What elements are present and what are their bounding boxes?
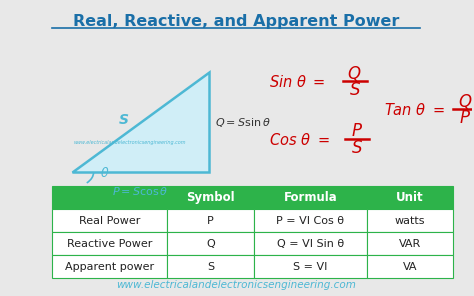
Text: $Q$: $Q$ [347,64,362,83]
Bar [167,232,254,255]
Text: $Tan\ \theta\ =$: $Tan\ \theta\ =$ [383,102,445,118]
Text: $Cos\ \theta\ =$: $Cos\ \theta\ =$ [269,132,330,148]
Bar [52,232,167,255]
Bar [167,186,254,209]
Text: P: P [207,215,214,226]
Bar [52,209,167,232]
Text: Symbol: Symbol [186,191,235,204]
Bar [254,186,366,209]
Text: VAR: VAR [399,239,421,249]
Text: Q: Q [206,239,215,249]
Bar [366,255,453,278]
Text: $P$: $P$ [459,109,471,127]
Polygon shape [72,72,209,172]
Bar [52,255,167,278]
Bar [167,255,254,278]
Bar [254,209,366,232]
Bar [366,232,453,255]
Text: S = VI: S = VI [293,261,328,271]
Text: Unit: Unit [396,191,424,204]
Bar [254,255,366,278]
Text: $P = S\cos\theta$: $P = S\cos\theta$ [112,185,169,197]
Bar [52,186,167,209]
Text: $\theta$: $\theta$ [100,166,109,180]
Text: $Sin\ \theta\ =$: $Sin\ \theta\ =$ [269,74,326,90]
Text: Apparent power: Apparent power [65,261,154,271]
Text: Reactive Power: Reactive Power [67,239,152,249]
Text: $S$: $S$ [349,81,361,99]
Text: watts: watts [395,215,425,226]
Text: www.electricalandelectronicsengineering.com: www.electricalandelectronicsengineering.… [116,280,356,290]
Text: S: S [118,113,128,127]
Bar [366,209,453,232]
Bar [167,209,254,232]
Text: VA: VA [403,261,417,271]
Text: Real Power: Real Power [79,215,140,226]
Text: Real, Reactive, and Apparent Power: Real, Reactive, and Apparent Power [73,14,399,29]
Text: $Q = S\sin\theta$: $Q = S\sin\theta$ [215,115,271,128]
Text: Q = VI Sin θ: Q = VI Sin θ [277,239,344,249]
Bar [366,186,453,209]
Text: $S$: $S$ [351,139,363,157]
Text: $Q$: $Q$ [458,91,473,110]
Text: S: S [207,261,214,271]
Text: Formula: Formula [283,191,337,204]
Bar [254,232,366,255]
Text: $P$: $P$ [351,122,363,140]
Text: P = VI Cos θ: P = VI Cos θ [276,215,344,226]
Text: www.electricalandelectronicsengineering.com: www.electricalandelectronicsengineering.… [74,140,186,145]
